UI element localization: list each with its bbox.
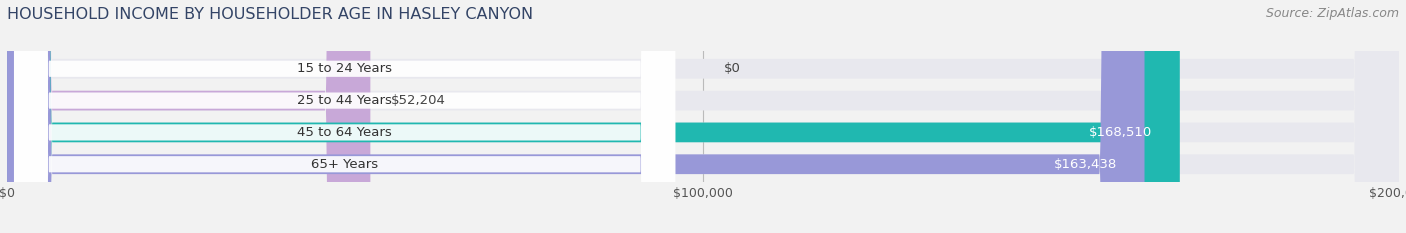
FancyBboxPatch shape — [7, 0, 1399, 233]
Text: 25 to 44 Years: 25 to 44 Years — [297, 94, 392, 107]
FancyBboxPatch shape — [7, 0, 1399, 233]
Text: $0: $0 — [724, 62, 741, 75]
FancyBboxPatch shape — [7, 0, 1399, 233]
FancyBboxPatch shape — [7, 0, 1180, 233]
Text: $52,204: $52,204 — [391, 94, 446, 107]
FancyBboxPatch shape — [7, 0, 1144, 233]
FancyBboxPatch shape — [7, 0, 370, 233]
FancyBboxPatch shape — [14, 0, 675, 233]
Text: 65+ Years: 65+ Years — [311, 158, 378, 171]
Text: $168,510: $168,510 — [1088, 126, 1152, 139]
Text: $163,438: $163,438 — [1053, 158, 1116, 171]
FancyBboxPatch shape — [14, 0, 675, 233]
Text: 15 to 24 Years: 15 to 24 Years — [297, 62, 392, 75]
Text: Source: ZipAtlas.com: Source: ZipAtlas.com — [1265, 7, 1399, 20]
FancyBboxPatch shape — [7, 0, 1399, 233]
FancyBboxPatch shape — [14, 0, 675, 233]
Text: HOUSEHOLD INCOME BY HOUSEHOLDER AGE IN HASLEY CANYON: HOUSEHOLD INCOME BY HOUSEHOLDER AGE IN H… — [7, 7, 533, 22]
FancyBboxPatch shape — [14, 0, 675, 233]
Text: 45 to 64 Years: 45 to 64 Years — [297, 126, 392, 139]
